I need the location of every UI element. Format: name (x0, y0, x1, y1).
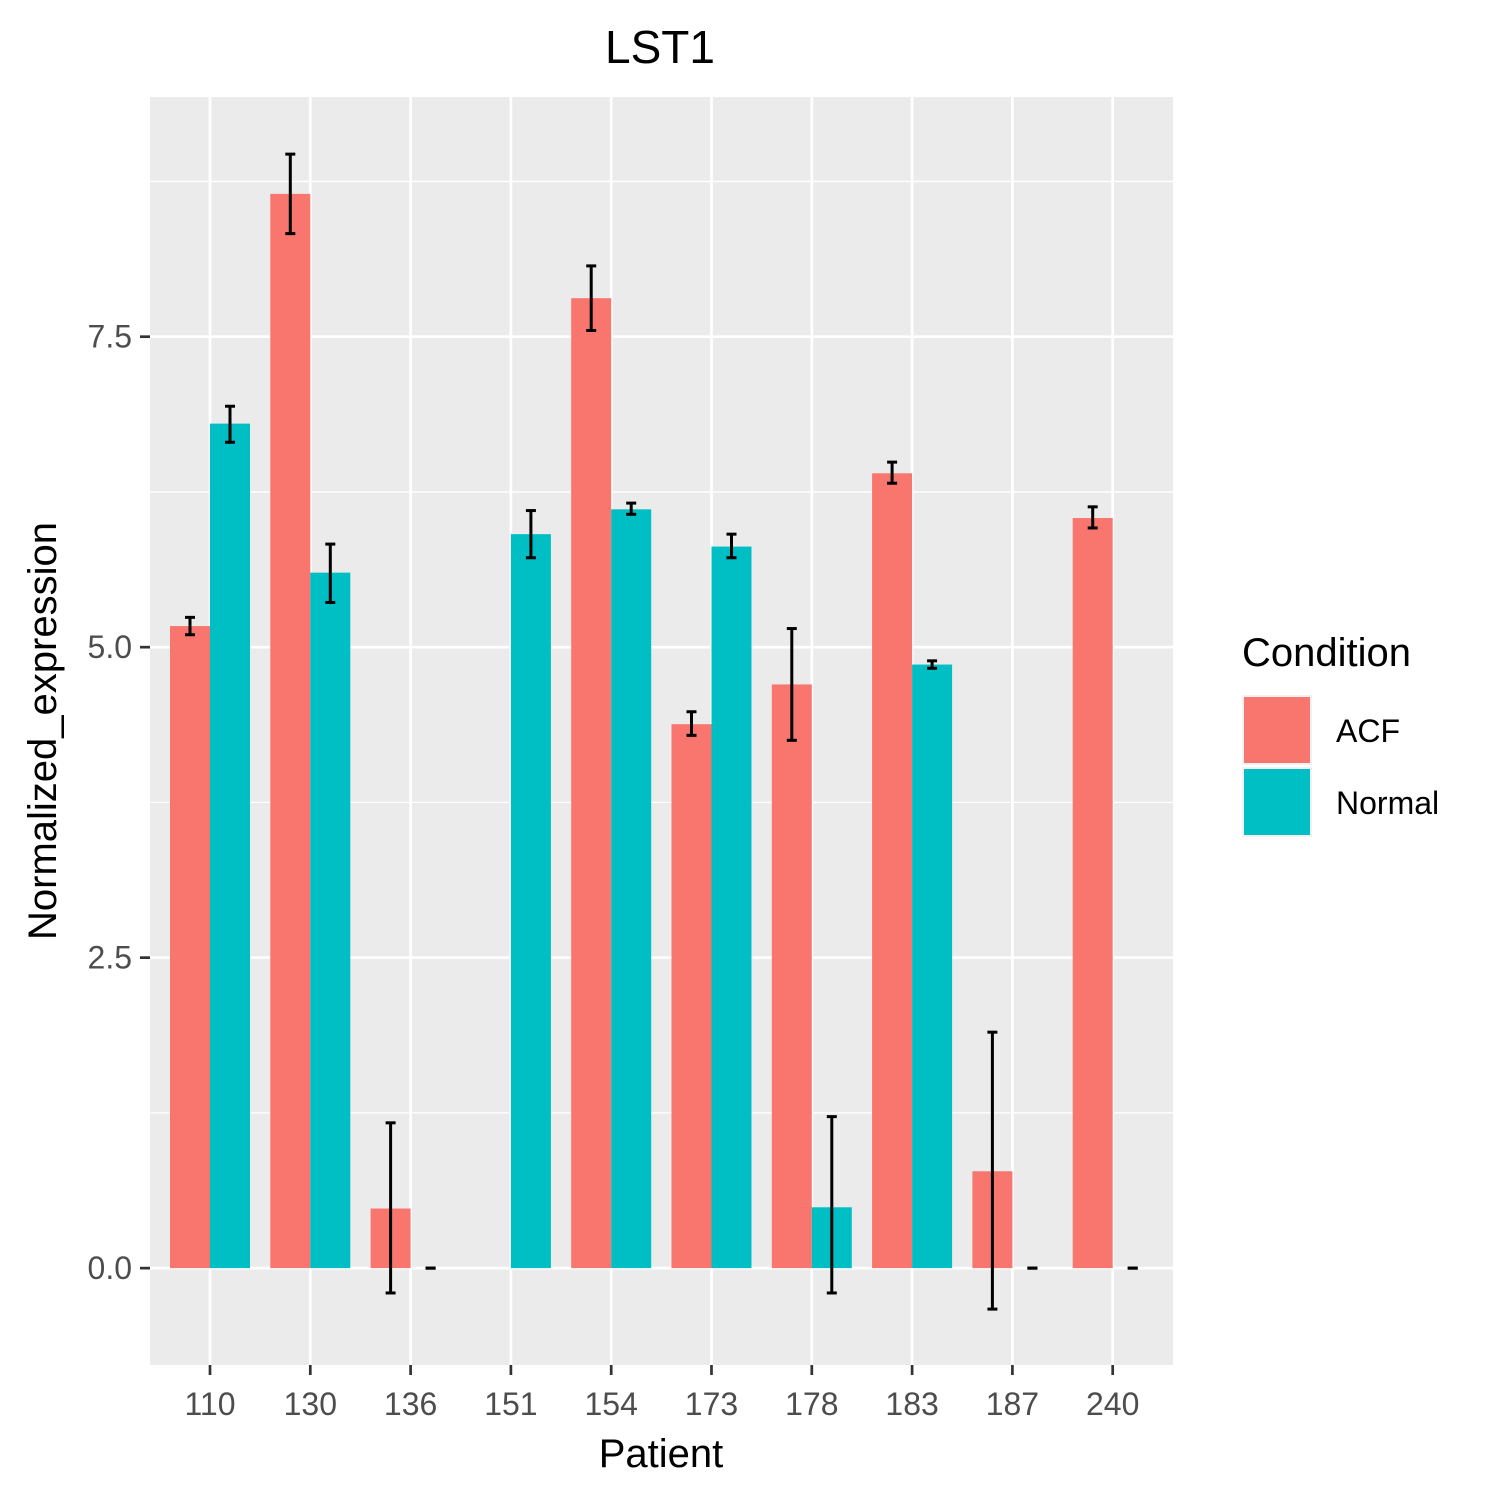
bar-normal-151 (510, 534, 551, 1269)
legend-label: ACF (1336, 713, 1400, 749)
y-tick-label: 5.0 (88, 629, 132, 665)
y-tick-label: 0.0 (88, 1250, 132, 1286)
error-bar-acf-183 (887, 460, 898, 485)
y-axis: 0.0 2.5 5.0 7.5 (88, 319, 150, 1286)
x-tick-label: 136 (384, 1386, 437, 1422)
bars (170, 193, 1153, 1269)
y-tick-label: 7.5 (88, 319, 132, 355)
legend-entry-normal: Normal (1242, 767, 1439, 837)
x-tick-label: 240 (1086, 1386, 1139, 1422)
bar-normal-173 (711, 546, 752, 1269)
error-bar-normal-183 (927, 659, 938, 670)
legend-swatch (1244, 769, 1310, 835)
x-axis-title: Patient (599, 1432, 724, 1476)
bar-acf-183 (872, 473, 913, 1269)
x-tick-label: 151 (484, 1386, 537, 1422)
error-bar-acf-136 (385, 1121, 396, 1295)
error-bar-normal-130 (325, 542, 336, 604)
y-axis-title: Normalized_expression (21, 522, 65, 940)
bar-acf-130 (270, 193, 311, 1269)
error-bar-normal-154 (626, 501, 637, 516)
x-tick-label: 154 (585, 1386, 638, 1422)
bar-acf-110 (170, 626, 210, 1269)
x-axis: 110 130 136 151 154 173 178 183 187 240 (184, 1365, 1139, 1422)
error-bar-normal-110 (225, 404, 235, 444)
bar-acf-173 (671, 724, 712, 1269)
error-bar-acf-110 (185, 615, 195, 637)
bar-normal-110 (210, 423, 250, 1269)
error-bar-normal-173 (726, 532, 737, 560)
y-tick-label: 2.5 (88, 940, 132, 976)
x-tick-label: 187 (986, 1386, 1039, 1422)
error-bar-acf-240 (1087, 505, 1098, 530)
bar-acf-154 (571, 298, 612, 1269)
bar-acf-240 (1072, 518, 1113, 1269)
legend-title: Condition (1242, 631, 1411, 675)
error-bar-acf-173 (686, 710, 697, 737)
error-bar-acf-178 (786, 627, 797, 742)
legend-swatch (1244, 697, 1310, 763)
bar-normal-154 (611, 509, 652, 1269)
bar-acf-178 (771, 684, 812, 1269)
chart-title: LST1 (605, 21, 715, 73)
error-bar-normal-178 (826, 1115, 837, 1295)
x-tick-label: 110 (184, 1386, 235, 1422)
error-bar-acf-187 (987, 1030, 998, 1311)
error-bar-normal-151 (525, 509, 536, 560)
x-tick-label: 183 (885, 1386, 938, 1422)
legend-entries: ACF Normal (1242, 695, 1439, 837)
x-tick-label: 173 (685, 1386, 738, 1422)
error-bar-acf-130 (285, 152, 296, 236)
error-bars (185, 152, 1138, 1311)
legend: Condition ACF Normal (1242, 631, 1439, 837)
error-bar-acf-154 (586, 264, 597, 332)
legend-entry-acf: ACF (1242, 695, 1400, 765)
x-tick-label: 178 (785, 1386, 838, 1422)
legend-label: Normal (1336, 785, 1439, 821)
bar-normal-183 (912, 664, 953, 1269)
x-tick-label: 130 (284, 1386, 337, 1422)
bar-normal-130 (310, 572, 351, 1269)
